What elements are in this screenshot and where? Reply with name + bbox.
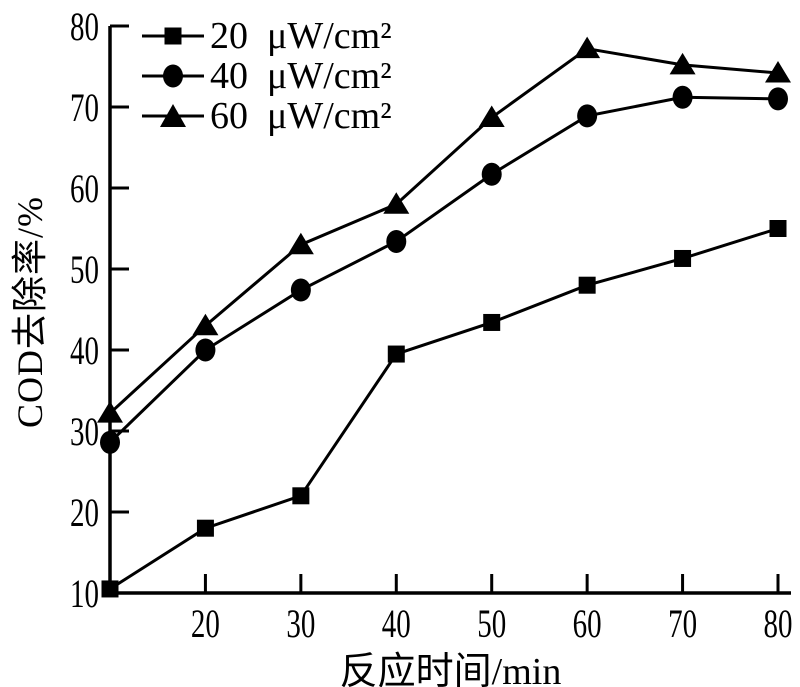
data-point-square — [101, 580, 119, 598]
x-axis-title: 反应时间/min — [339, 651, 562, 687]
data-point-triangle — [97, 401, 123, 423]
data-point-square — [578, 276, 596, 294]
data-point-square — [196, 519, 214, 537]
legend-label: 20 μW/cm² — [210, 15, 392, 57]
data-point-circle — [672, 85, 693, 109]
legend-marker-circle — [142, 64, 204, 88]
x-tick-label: 60 — [573, 601, 602, 646]
chart-legend: 20 μW/cm² 40 μW/cm² 60 μW/cm² — [142, 16, 392, 136]
data-point-triangle — [574, 36, 601, 59]
data-point-circle — [768, 87, 788, 111]
y-tick-label: 10 — [70, 571, 99, 616]
data-point-circle — [386, 229, 407, 253]
data-point-circle — [100, 430, 120, 454]
y-tick-label: 80 — [70, 4, 99, 49]
y-tick-label: 30 — [70, 409, 99, 454]
x-tick-label: 50 — [477, 601, 506, 646]
series-line-circle — [108, 95, 779, 444]
data-point-triangle — [383, 192, 410, 214]
data-point-triangle — [478, 105, 505, 128]
data-point-circle — [290, 278, 311, 302]
data-point-square — [769, 220, 787, 237]
y-tick-label: 40 — [70, 328, 99, 373]
data-point-circle — [481, 162, 502, 186]
data-point-triangle — [192, 313, 219, 336]
x-tick-label: 40 — [382, 601, 411, 646]
data-point-triangle — [765, 60, 791, 83]
legend-entry-40uw: 40 μW/cm² — [142, 56, 392, 96]
y-tick-label: 70 — [70, 85, 99, 130]
data-point-square — [483, 313, 501, 331]
series-line-triangle — [108, 47, 779, 415]
legend-label: 60 μW/cm² — [210, 95, 392, 137]
y-tick-label: 20 — [70, 490, 99, 535]
data-point-square — [387, 345, 405, 363]
legend-entry-20uw: 20 μW/cm² — [142, 16, 392, 56]
data-point-square — [674, 249, 692, 267]
data-point-circle — [577, 104, 598, 128]
legend-marker-triangle — [142, 104, 204, 127]
x-tick-label: 80 — [764, 601, 793, 646]
legend-entry-60uw: 60 μW/cm² — [142, 96, 392, 136]
x-tick-label: 30 — [286, 601, 315, 646]
data-point-triangle — [287, 232, 314, 255]
data-point-circle — [195, 338, 216, 362]
legend-label: 40 μW/cm² — [210, 55, 392, 97]
y-tick-label: 60 — [70, 166, 99, 211]
y-axis-title: COD去除率/% — [10, 196, 50, 428]
y-tick-label: 50 — [70, 247, 99, 292]
data-point-square — [292, 487, 310, 505]
data-point-triangle — [669, 52, 696, 75]
legend-marker-square — [142, 27, 204, 45]
x-tick-label: 20 — [191, 601, 220, 646]
x-tick-label: 70 — [668, 601, 697, 646]
series-line-square — [109, 227, 779, 591]
